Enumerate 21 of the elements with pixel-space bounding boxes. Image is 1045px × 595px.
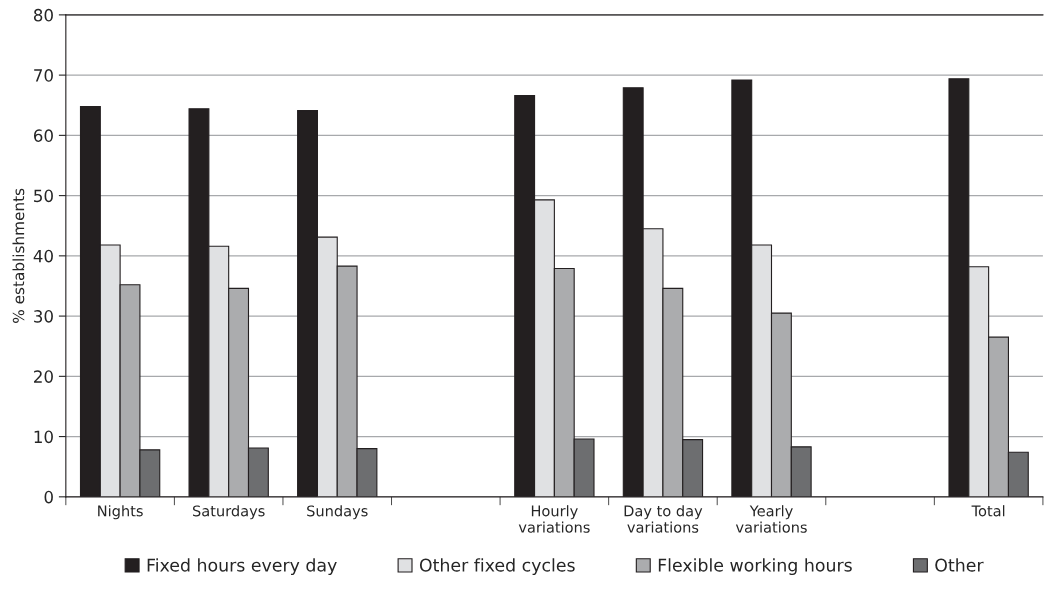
x-tick-label: Sundays bbox=[307, 505, 368, 520]
x-tick-label: Total bbox=[971, 505, 1005, 517]
y-tick-label: 10 bbox=[34, 430, 53, 444]
x-tick-label: Saturdays bbox=[192, 505, 265, 520]
legend-label: Flexible working hours bbox=[658, 558, 852, 576]
legend-label: Other fixed cycles bbox=[419, 558, 575, 576]
y-tick-label: 20 bbox=[34, 370, 53, 383]
y-tick-label: 0 bbox=[44, 490, 53, 504]
x-tick-label: Hourly variations bbox=[518, 505, 590, 533]
y-tick-label: 60 bbox=[33, 129, 53, 142]
legend-label: Fixed hours every day bbox=[147, 558, 337, 576]
y-tick-label: 80 bbox=[33, 8, 53, 22]
y-tick-label: 40 bbox=[33, 249, 53, 263]
x-tick-label: Day to day variations bbox=[624, 505, 703, 533]
legend-label: Other bbox=[935, 558, 984, 572]
x-tick-label: Nights bbox=[98, 505, 143, 520]
y-axis-title: % establishments bbox=[12, 188, 25, 323]
y-tick-label: 30 bbox=[34, 310, 53, 323]
y-tick-label: 70 bbox=[34, 69, 53, 82]
x-tick-label: Yearly variations bbox=[735, 505, 807, 533]
y-tick-label: 50 bbox=[34, 189, 53, 203]
